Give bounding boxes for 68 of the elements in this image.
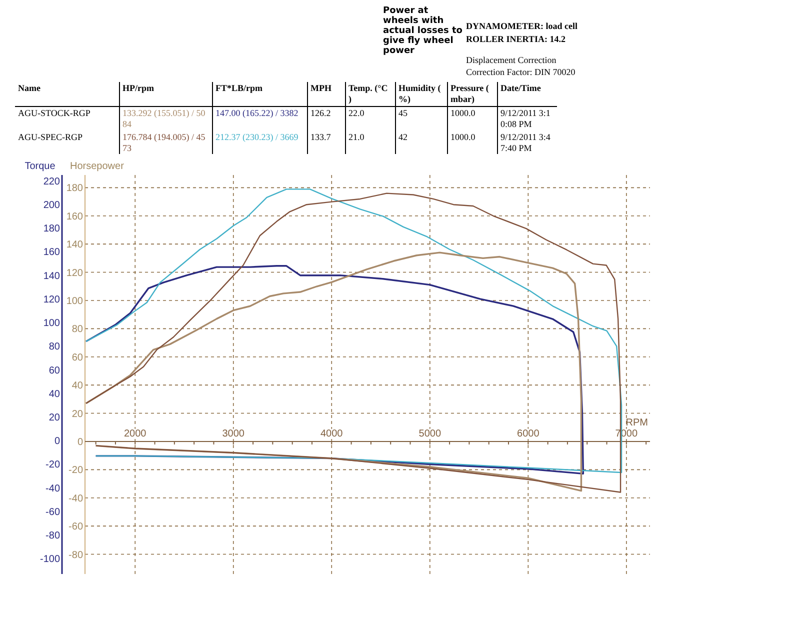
y-tick-label: -80	[46, 530, 60, 542]
x-tick-label: 5000	[418, 428, 442, 440]
text: 126.2	[307, 106, 345, 131]
text: 9/12/2011 3:47:40 PM	[497, 131, 557, 155]
text: 45	[395, 106, 447, 131]
y-tick-label: 140	[43, 270, 60, 282]
text: 176.784 (194.005) / 4573	[119, 131, 212, 155]
y2-tick-label: 140	[66, 240, 84, 251]
y-tick-label: 60	[48, 365, 60, 376]
text: ROLLER INERTIA: 14.2	[466, 34, 566, 44]
text: Power at wheels with actual losses to give fly wheel power	[383, 6, 463, 56]
x-tick-label: 2000	[124, 428, 147, 440]
text: FT*LB/rpm	[212, 82, 307, 106]
text: 9/12/2011 3:10:08 PM	[497, 106, 557, 131]
text: 22.0	[345, 106, 395, 131]
y2-tick-label: -60	[68, 522, 84, 533]
text: Name	[17, 82, 42, 95]
y2-tick-label: 60	[72, 352, 84, 364]
text: 21.0	[345, 131, 395, 155]
y-tick-label: 80	[48, 342, 60, 353]
x-tick-label: 4000	[320, 428, 344, 440]
text: 147.00 (165.22) / 3382	[212, 106, 307, 131]
y2-axis-title: Horsepower	[70, 161, 125, 172]
text: 1000.0	[447, 106, 497, 131]
y2-tick-label: -40	[68, 493, 84, 504]
y-tick-label: 200	[43, 200, 60, 212]
y-tick-label: 160	[43, 247, 60, 258]
text: MPH	[307, 82, 345, 106]
y-tick-label: 40	[48, 388, 60, 400]
y-tick-label: 100	[43, 318, 60, 330]
y2-tick-label: 160	[66, 211, 84, 222]
y2-tick-label: 180	[66, 183, 84, 194]
text: 133.292 (155.051) / 5084	[119, 106, 212, 131]
text: 212.37 (230.23) / 3669	[212, 131, 307, 155]
text: Humidity ( %)	[395, 82, 447, 106]
y2-tick-label: 80	[72, 324, 84, 336]
x-tick-label: 6000	[517, 428, 540, 440]
y2-tick-label: -20	[68, 465, 84, 476]
y2-tick-label: 20	[72, 408, 84, 420]
y2-tick-label: 0	[77, 436, 84, 448]
text: 1000.0	[447, 131, 497, 155]
text: Pressure ( mbar)	[447, 82, 497, 106]
text: DYNAMOMETER: load cell	[466, 21, 578, 31]
y2-tick-label: 120	[66, 268, 84, 279]
y2-tick-label: -80	[68, 550, 84, 561]
text: AGU-SPEC-RGP	[17, 131, 84, 144]
y-tick-label: 0	[54, 436, 60, 448]
y-tick-label: 180	[43, 224, 60, 235]
text: 42	[395, 131, 447, 155]
text: Date/Time	[497, 82, 557, 106]
y-tick-label: -20	[46, 460, 60, 471]
text: Temp. (°C )	[345, 82, 395, 106]
y-tick-label: -40	[46, 483, 60, 494]
y-axis-title: Torque	[24, 161, 56, 172]
y-tick-label: 220	[43, 176, 60, 188]
x-tick-label: 3000	[222, 428, 245, 440]
y2-tick-label: 100	[66, 296, 84, 307]
text: 133.7	[307, 131, 345, 155]
text: Displacement Correction	[466, 55, 557, 65]
y-tick-label: 120	[43, 294, 60, 306]
text: AGU-STOCK-RGP	[17, 107, 92, 120]
y-tick-label: -60	[46, 506, 60, 518]
y2-tick-label: 40	[72, 380, 84, 392]
y-tick-label: 20	[48, 412, 60, 424]
text: Correction Factor: DIN 70020	[466, 67, 576, 77]
x-axis-title: RPM	[626, 417, 648, 428]
text: HP/rpm	[119, 82, 212, 106]
y-tick-label: -100	[40, 554, 60, 566]
